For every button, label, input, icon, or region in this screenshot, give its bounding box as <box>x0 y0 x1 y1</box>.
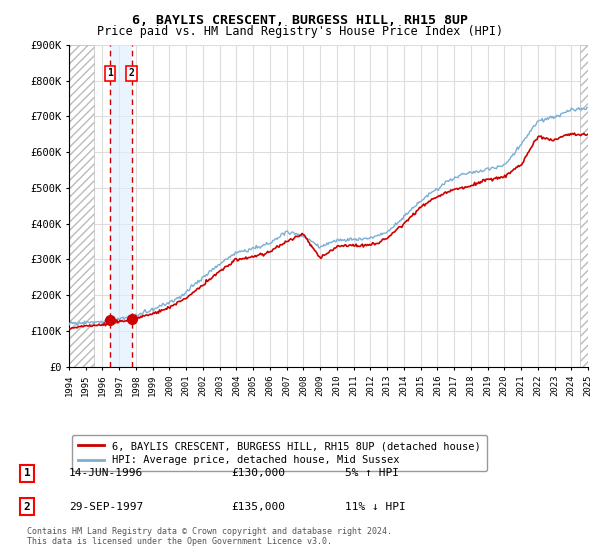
Bar <box>69 45 94 367</box>
Text: £130,000: £130,000 <box>231 468 285 478</box>
Legend: 6, BAYLIS CRESCENT, BURGESS HILL, RH15 8UP (detached house), HPI: Average price,: 6, BAYLIS CRESCENT, BURGESS HILL, RH15 8… <box>71 435 487 472</box>
Text: 29-SEP-1997: 29-SEP-1997 <box>69 502 143 512</box>
Bar <box>580 45 588 367</box>
Text: £135,000: £135,000 <box>231 502 285 512</box>
Text: 11% ↓ HPI: 11% ↓ HPI <box>345 502 406 512</box>
Text: 2: 2 <box>129 68 135 78</box>
Text: Contains HM Land Registry data © Crown copyright and database right 2024.
This d: Contains HM Land Registry data © Crown c… <box>27 526 392 546</box>
Text: 1: 1 <box>23 468 31 478</box>
Text: Price paid vs. HM Land Registry's House Price Index (HPI): Price paid vs. HM Land Registry's House … <box>97 25 503 38</box>
Text: 14-JUN-1996: 14-JUN-1996 <box>69 468 143 478</box>
Bar <box>110 45 132 367</box>
Text: 2: 2 <box>23 502 31 512</box>
Text: 1: 1 <box>107 68 113 78</box>
Text: 5% ↑ HPI: 5% ↑ HPI <box>345 468 399 478</box>
Text: 6, BAYLIS CRESCENT, BURGESS HILL, RH15 8UP: 6, BAYLIS CRESCENT, BURGESS HILL, RH15 8… <box>132 14 468 27</box>
